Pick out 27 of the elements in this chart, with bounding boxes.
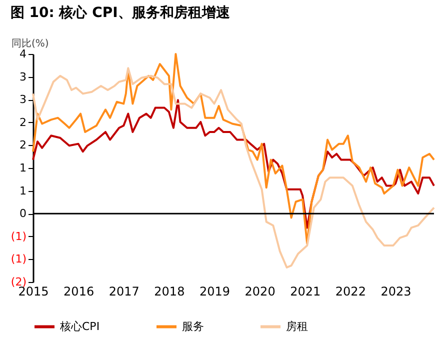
y-tick-label: 1 (20, 162, 26, 174)
legend-label: 房租 (286, 320, 308, 333)
y-tick-label: (1) (10, 230, 26, 243)
x-tick-label: 2022 (335, 284, 366, 298)
y-tick-label: (1) (10, 252, 26, 266)
y-tick-label: 1 (20, 184, 26, 198)
y-tick-label: 0 (20, 207, 26, 220)
x-tick-label: 2023 (380, 284, 412, 298)
line-series (32, 99, 435, 229)
legend-label: 服务 (182, 320, 204, 333)
x-tick-label: 2021 (290, 284, 321, 298)
line-series (32, 67, 435, 268)
x-tick-label: 2017 (108, 284, 140, 298)
x-tick-label: 2016 (64, 284, 94, 298)
legend-label: 核心CPI (59, 320, 100, 333)
x-tick-label: 2020 (244, 284, 276, 298)
y-tick-label: 3 (20, 70, 26, 84)
y-axis-title: 同比(%) (12, 38, 49, 50)
y-tick-label: 4 (20, 48, 26, 60)
y-tick-label: 2 (20, 138, 26, 152)
chart-title: 图 10: 核心 CPI、服务和房租增速 (10, 4, 231, 21)
x-tick-label: 2019 (199, 284, 230, 298)
line-series (32, 53, 435, 245)
y-tick-label: 3 (20, 93, 26, 106)
y-tick-label: (2) (10, 276, 26, 288)
x-tick-label: 2018 (154, 284, 185, 298)
y-tick-label: 2 (20, 116, 26, 129)
